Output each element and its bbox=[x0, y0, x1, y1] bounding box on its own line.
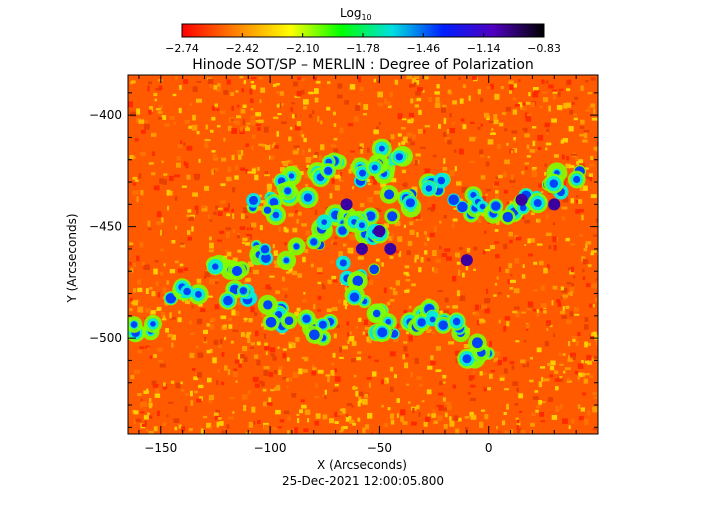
plot-frame bbox=[127, 74, 599, 435]
colorbar-tick-label: −0.83 bbox=[527, 42, 561, 55]
colorbar-title: Log10 bbox=[340, 6, 372, 22]
colorbar-ticks: −2.74 −2.42 −2.10 −1.78 −1.46 −1.14 −0.83 bbox=[165, 33, 561, 55]
y-tick-label: −450 bbox=[89, 220, 122, 234]
timestamp: 25-Dec-2021 12:00:05.800 bbox=[282, 474, 444, 488]
y-tick-label: −400 bbox=[89, 108, 122, 122]
colorbar-tick-label: −2.74 bbox=[165, 42, 199, 55]
y-axis-label: Y (Arcseconds) bbox=[65, 213, 79, 303]
colorbar-tick-label: −2.10 bbox=[286, 42, 320, 55]
x-tick-label: 0 bbox=[485, 441, 493, 455]
y-axis: −400 −450 −500 bbox=[89, 92, 598, 428]
colorbar-tick-label: −1.78 bbox=[346, 42, 380, 55]
y-tick-label: −500 bbox=[89, 331, 122, 345]
colorbar-tick-label: −2.42 bbox=[225, 42, 259, 55]
x-tick-label: −50 bbox=[367, 441, 392, 455]
x-axis-label: X (Arcseconds) bbox=[317, 458, 407, 472]
polarization-map bbox=[128, 75, 598, 434]
x-tick-label: −150 bbox=[144, 441, 177, 455]
colorbar-tick-label: −1.46 bbox=[406, 42, 440, 55]
x-tick-label: −100 bbox=[254, 441, 287, 455]
x-axis: −150 −100 −50 0 bbox=[138, 75, 577, 455]
colorbar-tick-label: −1.14 bbox=[467, 42, 501, 55]
plot-title: Hinode SOT/SP – MERLIN : Degree of Polar… bbox=[192, 57, 534, 73]
